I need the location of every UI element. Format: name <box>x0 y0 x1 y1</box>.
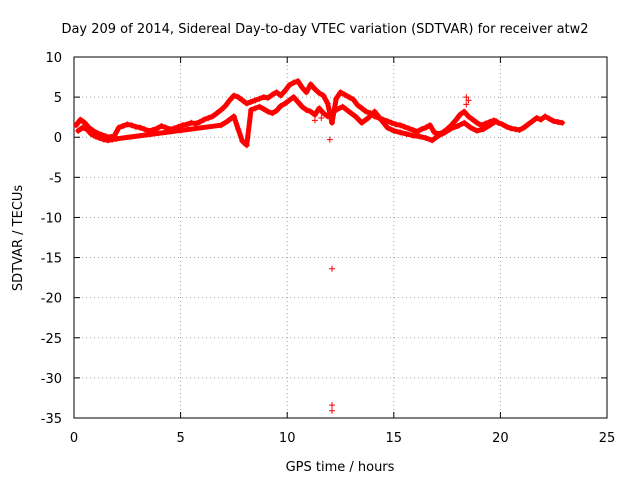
x-axis-label: GPS time / hours <box>286 460 395 475</box>
x-tick-label: 15 <box>386 431 403 446</box>
series-band-band-b <box>75 94 499 148</box>
outlier-point <box>465 97 472 104</box>
plot-frame <box>73 56 608 419</box>
outlier-point <box>463 101 470 108</box>
y-tick-label: 5 <box>54 91 62 106</box>
series-band-band-a <box>73 78 565 140</box>
x-tick-label: 5 <box>176 431 184 446</box>
y-tick-label: -35 <box>41 412 62 427</box>
points-layer <box>73 78 566 414</box>
y-tick-label: 0 <box>54 131 62 146</box>
y-tick-label: -25 <box>41 332 62 347</box>
y-tick-label: -5 <box>49 171 62 186</box>
y-tick-label: -30 <box>41 372 62 387</box>
outlier-point <box>311 117 318 124</box>
y-tick-label: -10 <box>41 211 62 226</box>
x-tick-label: 20 <box>492 431 509 446</box>
x-tick-label: 0 <box>70 431 78 446</box>
outlier-point <box>318 114 325 121</box>
outlier-point <box>328 402 335 409</box>
series-band-b <box>75 94 500 149</box>
y-tick-label: -20 <box>41 292 62 307</box>
outlier-point <box>463 94 470 101</box>
y-tick-label: 10 <box>45 51 62 66</box>
x-tick-label: 10 <box>279 431 296 446</box>
x-tick-label: 25 <box>599 431 616 446</box>
grid-layer <box>74 57 607 418</box>
y-tick-label: -15 <box>41 252 62 267</box>
outlier-point <box>328 265 335 272</box>
series-band-a <box>73 78 566 141</box>
y-axis-label: SDTVAR / TECUs <box>11 185 26 292</box>
outlier-point <box>328 407 335 414</box>
chart-title: Day 209 of 2014, Sidereal Day-to-day VTE… <box>61 22 588 37</box>
series-outliers <box>311 94 472 414</box>
outlier-point <box>326 136 333 143</box>
tick-layer: 0 5 10 15 20 25 10 5 0 -5 -10 -15 -20 -25 -30 -35 <box>41 51 616 446</box>
